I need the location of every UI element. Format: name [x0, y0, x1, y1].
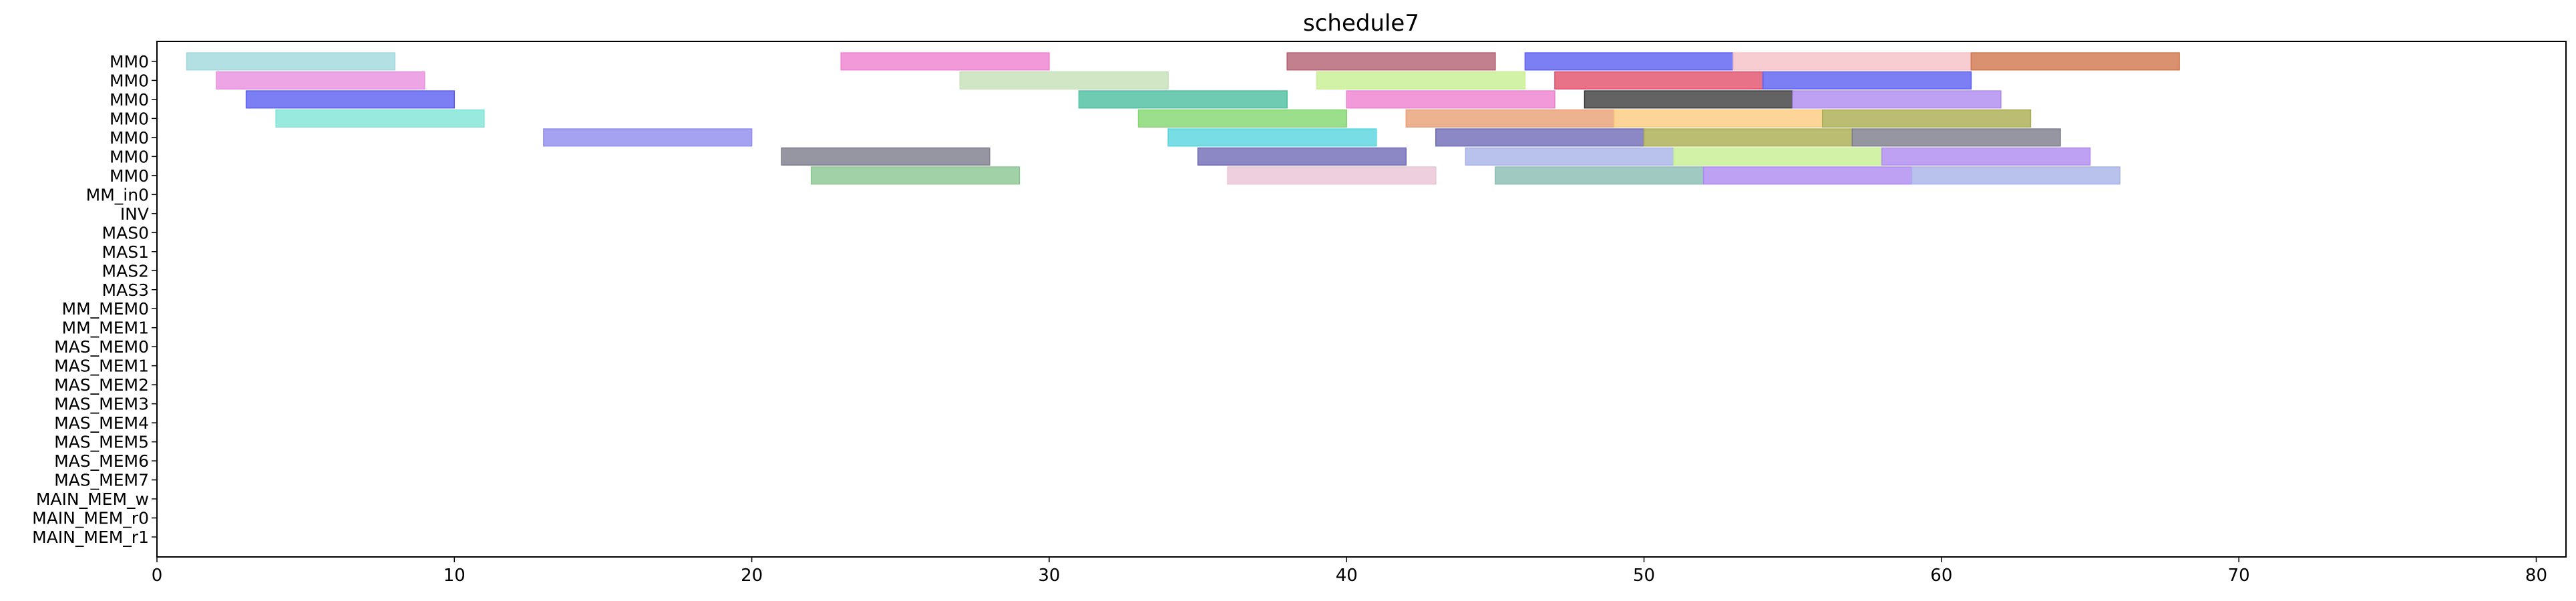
- task-bar: [1584, 90, 1793, 109]
- y-tick-label: MAS_MEM4: [54, 413, 149, 433]
- task-bar: [543, 128, 753, 147]
- task-bar: [1554, 71, 1764, 89]
- y-tick-label: MM0: [110, 52, 149, 71]
- y-tick-label: MAS_MEM1: [54, 357, 149, 376]
- task-bars: [186, 52, 2180, 185]
- x-tick-label: 40: [1336, 566, 1358, 586]
- task-bar: [1970, 52, 2180, 71]
- task-bar: [781, 147, 990, 166]
- y-tick-label: MM_MEM0: [62, 299, 149, 319]
- task-bar: [1227, 166, 1437, 185]
- task-bar: [1851, 128, 2061, 147]
- y-tick-label: MAS_MEM3: [54, 395, 149, 414]
- y-tick-label: MM0: [110, 90, 149, 110]
- y-tick-label: MAS1: [102, 242, 149, 262]
- task-bar: [1643, 128, 1853, 147]
- task-bar: [1435, 128, 1645, 147]
- x-tick-label: 10: [443, 566, 466, 586]
- plot-frame: [156, 41, 2567, 558]
- y-tick-label: MAIN_MEM_r0: [32, 509, 149, 528]
- y-tick-label: MAS2: [102, 261, 149, 280]
- task-bar: [1197, 147, 1407, 166]
- task-bar: [1316, 71, 1526, 89]
- task-bar: [216, 71, 425, 89]
- task-bar: [1732, 52, 1972, 71]
- task-bar: [1881, 147, 2091, 166]
- task-bar: [1078, 90, 1288, 109]
- y-tick-label: MAS_MEM2: [54, 375, 149, 395]
- task-bar: [275, 109, 485, 128]
- task-bar: [810, 166, 1021, 185]
- task-bar: [1346, 90, 1555, 109]
- y-tick-label: MM0: [110, 109, 149, 128]
- task-bar: [1762, 71, 1972, 89]
- task-bar: [1821, 109, 2032, 128]
- task-bar: [1137, 109, 1347, 128]
- y-tick-label: MAS0: [102, 223, 149, 242]
- y-tick-label: MM0: [110, 128, 149, 148]
- task-bar: [1465, 147, 1674, 166]
- y-axis-labels: MM0MM0MM0MM0MM0MM0MM0MM_in0INVMAS0MAS1MA…: [32, 52, 157, 547]
- task-bar: [1673, 147, 1883, 166]
- x-tick-label: 0: [152, 566, 163, 586]
- task-bar: [1792, 90, 2002, 109]
- x-tick-label: 20: [741, 566, 763, 586]
- task-bar: [1286, 52, 1496, 71]
- y-tick-label: MM_in0: [86, 185, 149, 204]
- x-tick-label: 60: [1930, 566, 1952, 586]
- task-bar: [1614, 109, 1823, 128]
- task-bar: [186, 52, 395, 71]
- x-tick-label: 50: [1633, 566, 1655, 586]
- task-bar: [1495, 166, 1704, 185]
- task-bar: [1702, 166, 1913, 185]
- x-axis: 0 10 20 30 40 50 60 70 80: [152, 557, 2547, 586]
- y-tick-label: MAS_MEM7: [54, 471, 149, 490]
- chart-title: schedule7: [1303, 10, 1419, 37]
- y-tick-label: MM0: [110, 166, 149, 186]
- y-tick-label: MM_MEM1: [62, 319, 149, 338]
- y-tick-label: MM0: [110, 71, 149, 90]
- y-tick-label: MAS_MEM0: [54, 337, 149, 357]
- x-tick-label: 80: [2525, 566, 2547, 586]
- task-bar: [840, 52, 1050, 71]
- task-bar: [959, 71, 1169, 89]
- y-tick-label: MAS3: [102, 280, 149, 300]
- x-tick-label: 30: [1038, 566, 1060, 586]
- x-tick-label: 70: [2228, 566, 2250, 586]
- y-tick-label: MAIN_MEM_r1: [32, 528, 149, 547]
- task-bar: [1405, 109, 1615, 128]
- y-tick-label: INV: [120, 204, 149, 224]
- task-bar: [245, 90, 455, 109]
- task-bar: [1524, 52, 1734, 71]
- y-tick-label: MAS_MEM6: [54, 451, 149, 471]
- y-tick-label: MAS_MEM5: [54, 433, 149, 452]
- task-bar: [1167, 128, 1377, 147]
- y-tick-label: MM0: [110, 147, 149, 166]
- task-bar: [1911, 166, 2121, 185]
- y-tick-label: MAIN_MEM_w: [36, 489, 149, 509]
